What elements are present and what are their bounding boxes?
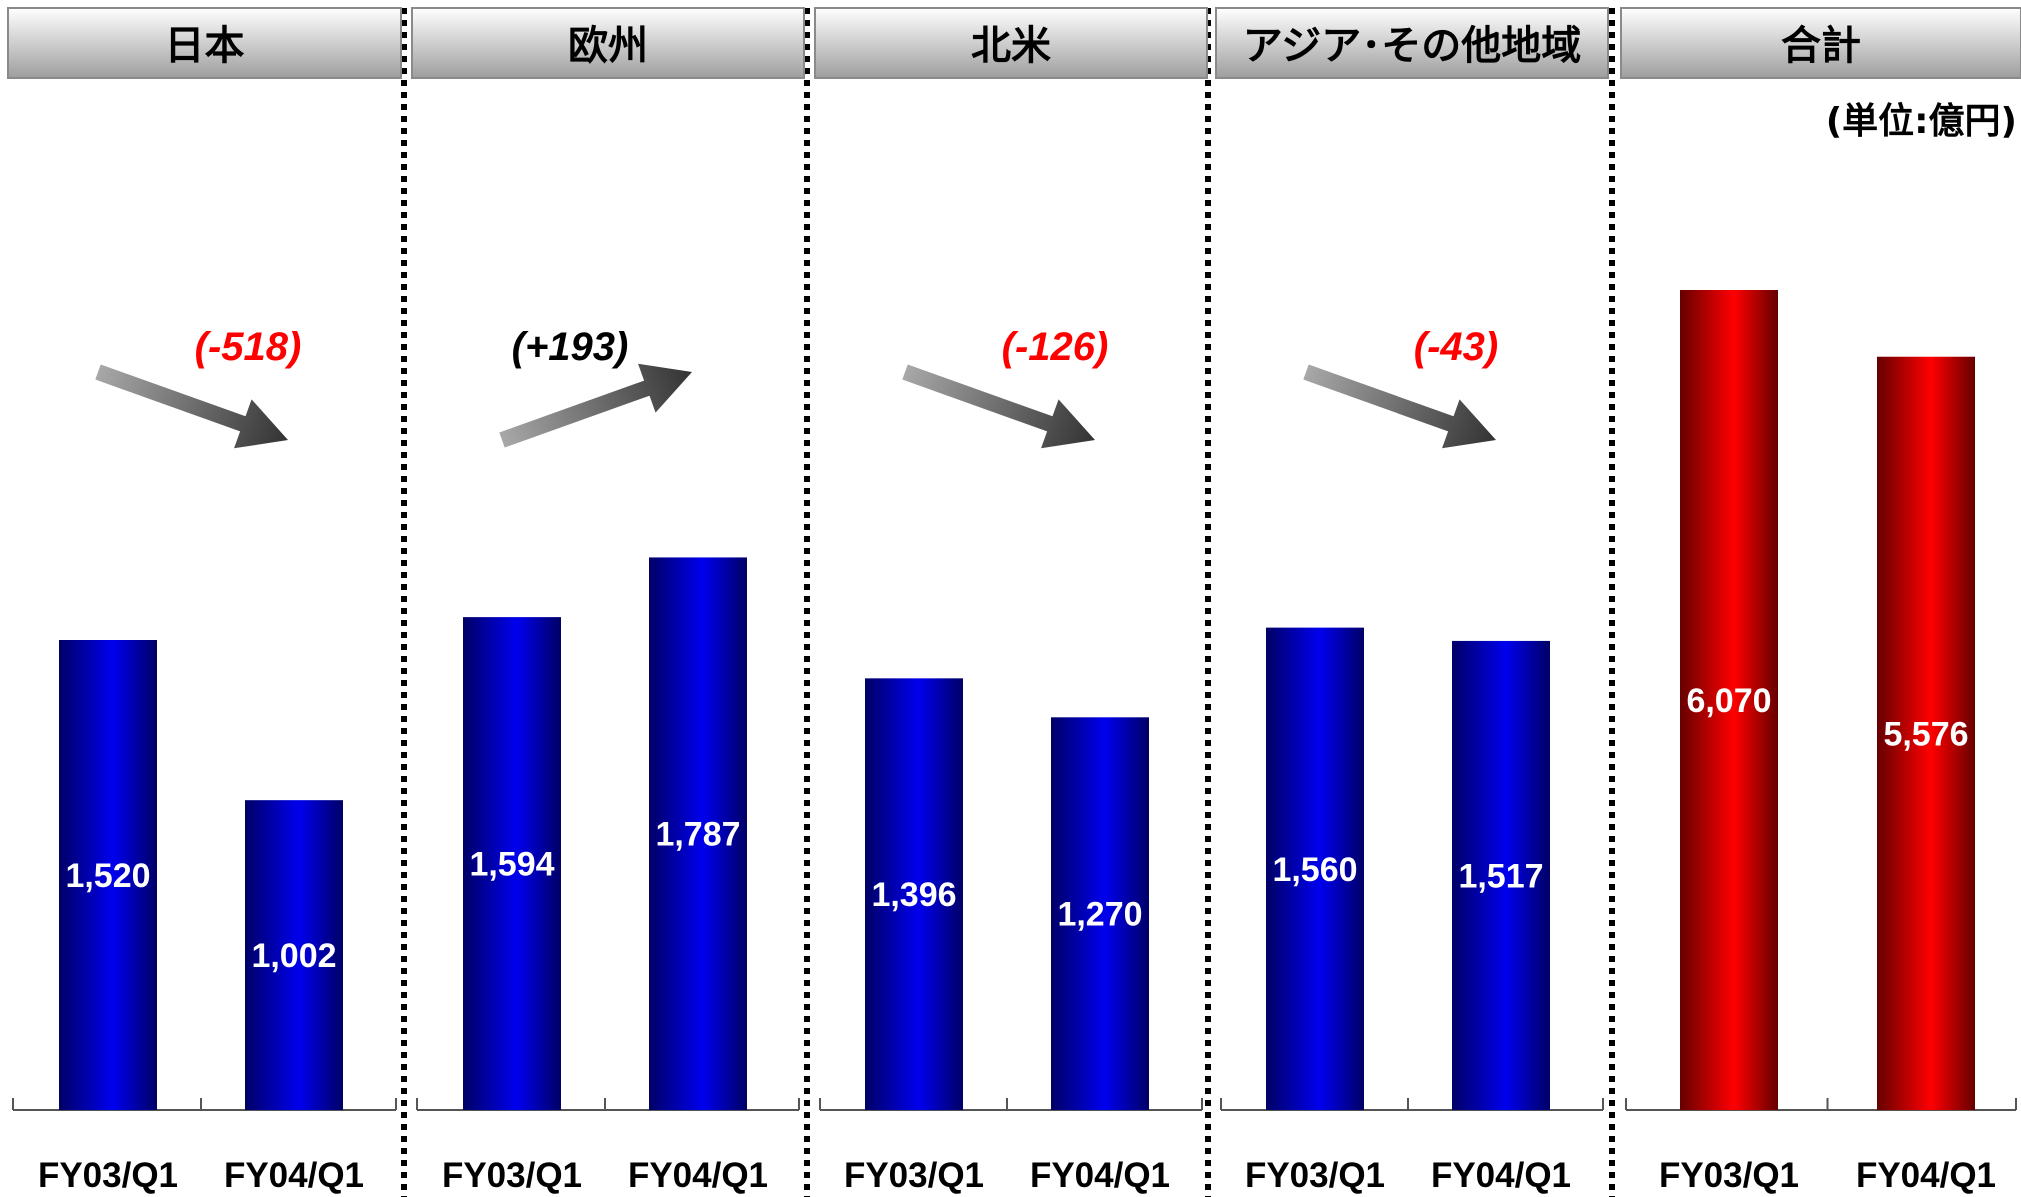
change-label: (-126) [1002,325,1109,369]
bar-fy04-q1 [649,557,747,1110]
category-label: FY04/Q1 [224,1156,364,1195]
panel-title: 北米 [971,23,1051,69]
bar-value-label: 1,560 [1272,851,1357,889]
bar-value-label: 1,002 [251,937,336,975]
bar-value-label: 1,396 [871,876,956,914]
bar-value-label: 1,270 [1057,896,1142,934]
change-arrow-icon [1303,364,1496,449]
unit-label: (単位:億円) [1826,101,2017,142]
change-arrow-icon [95,364,288,449]
bar-value-label: 5,576 [1883,715,1968,753]
bar-fy04-q1 [1051,717,1149,1110]
category-label: FY03/Q1 [442,1156,582,1195]
panel-header [411,7,805,79]
bar-fy03-q1 [1680,290,1778,1110]
panel-title: 日本 [165,23,245,69]
bar-fy04-q1 [1452,640,1550,1110]
bar-fy03-q1 [463,617,561,1110]
bar-fy03-q1 [865,678,963,1110]
panel-3: 北米 1,396 FY03/Q1 1,270 FY04/Q1 (-126) [814,7,1208,1195]
bar-value-label: 1,594 [469,846,554,884]
change-label: (+193) [512,325,629,369]
category-label: FY03/Q1 [38,1156,178,1195]
bar-fy03-q1 [59,640,157,1110]
category-label: FY04/Q1 [628,1156,768,1195]
change-arrow-icon [902,364,1095,449]
panel-header [7,7,402,79]
bar-fy04-q1 [245,800,343,1110]
category-label: FY03/Q1 [844,1156,984,1195]
panel-2: 欧州 1,594 FY03/Q1 1,787 FY04/Q1 (+193) [411,7,805,1195]
panel-1: 日本 1,520 FY03/Q1 1,002 FY04/Q1 (-518) [7,7,402,1195]
category-label: FY04/Q1 [1431,1156,1571,1195]
panel-header [1620,7,2021,79]
panel-4: アジア･その他地域 1,560 FY03/Q1 1,517 FY04/Q1 (-43) [1215,7,1609,1195]
panel-dividers [401,8,1615,1197]
category-label: FY04/Q1 [1030,1156,1170,1195]
panel-header [1215,7,1609,79]
category-label: FY03/Q1 [1659,1156,1799,1195]
bar-fy03-q1 [1266,627,1364,1110]
panel-title: 欧州 [568,23,648,69]
panel-header [814,7,1208,79]
category-label: FY04/Q1 [1856,1156,1996,1195]
bar-fy04-q1 [1877,356,1975,1111]
panel-title: アジア･その他地域 [1243,23,1581,69]
bar-value-label: 1,787 [655,816,740,854]
change-arrow-icon [499,363,692,448]
bar-value-label: 1,520 [65,857,150,895]
panel-5: 合計 6,070 FY03/Q1 5,576 FY04/Q1 [1620,7,2021,1195]
bar-value-label: 6,070 [1686,682,1771,720]
change-label: (-43) [1414,325,1498,369]
change-label: (-518) [195,325,302,369]
panel-title: 合計 [1781,23,1861,69]
bar-value-label: 1,517 [1458,857,1543,895]
category-label: FY03/Q1 [1245,1156,1385,1195]
